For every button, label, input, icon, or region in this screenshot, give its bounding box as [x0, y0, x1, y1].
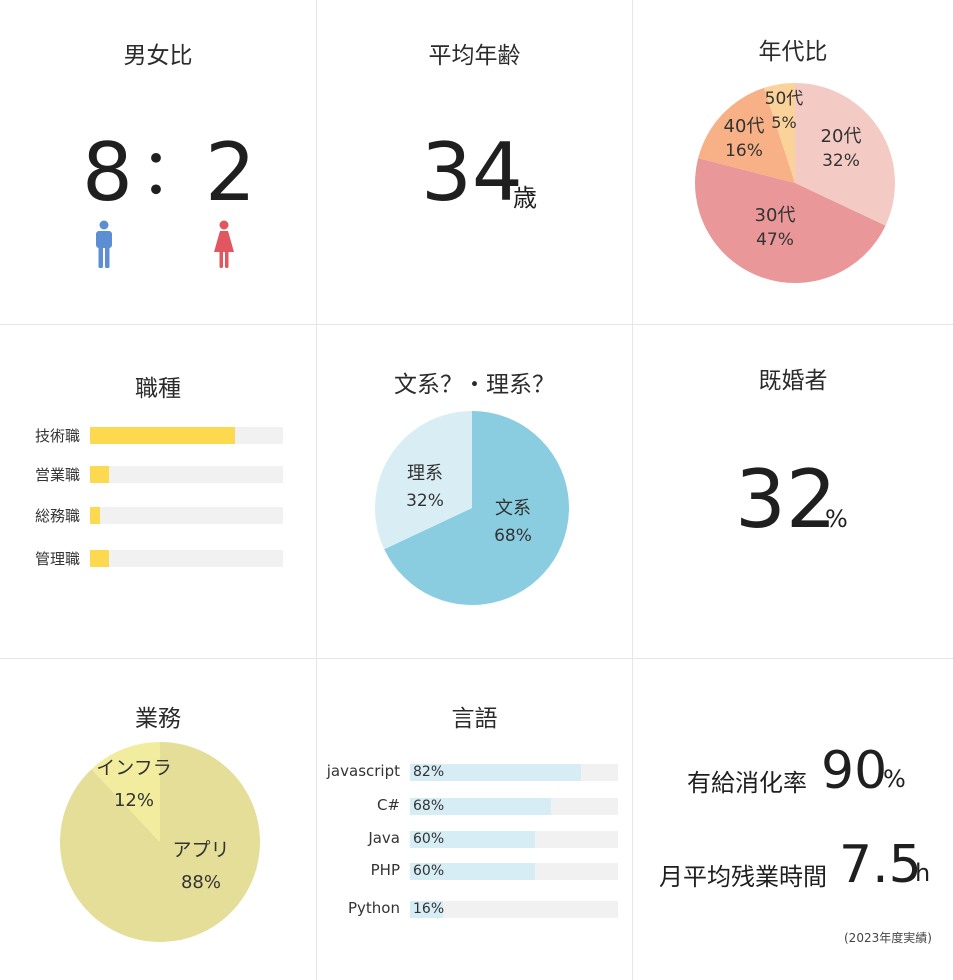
panel-title: 平均年齢 [428, 43, 521, 69]
bar [410, 798, 552, 815]
panel-title: 男女比 [123, 43, 193, 69]
bar-category-label: 技術職 [34, 427, 80, 445]
slice-label: 30代 [755, 205, 796, 226]
overtime-unit: h [915, 859, 931, 887]
bar-value-label: 60% [413, 831, 445, 847]
slice-label: 20代 [821, 126, 862, 147]
slice-value-label: 32% [406, 491, 444, 511]
paid-leave-label: 有給消化率 [687, 769, 807, 797]
married-unit: % [825, 505, 848, 533]
slice-label: 理系 [407, 463, 443, 484]
bar-category-label: Java [368, 829, 400, 847]
slice-value-label: 12% [114, 790, 154, 811]
bar-track: 82% [410, 764, 618, 781]
pie-slice [91, 742, 160, 842]
bar-category-label: PHP [370, 861, 400, 879]
bar [410, 831, 535, 848]
age-unit: 歳 [513, 184, 537, 212]
work-stats-panel: 有給消化率 90 % 月平均残業時間 7.5 h (2023年度実績) [633, 659, 953, 980]
divider [316, 0, 317, 980]
work-type-panel: 業務 アプリ 88% インフラ 12% [0, 659, 316, 980]
bar [90, 507, 100, 524]
pie-slice [695, 158, 886, 284]
paid-leave-unit: % [883, 765, 906, 793]
bar [90, 466, 110, 483]
panel-title: 言語 [451, 706, 498, 732]
panel-title: 既婚者 [758, 368, 828, 394]
job-type-panel: 職種 技術職営業職総務職管理職 [0, 325, 316, 658]
married-panel: 既婚者 32 % [633, 325, 953, 658]
bar-track [90, 466, 283, 483]
pie-slice [375, 411, 472, 550]
bar [90, 427, 235, 444]
slice-value-label: 16% [725, 141, 763, 161]
slice-label: 文系 [495, 498, 531, 519]
slice-value-label: 88% [181, 872, 221, 893]
slice-label: 40代 [724, 116, 765, 137]
bar [410, 863, 535, 880]
bar-category-label: javascript [326, 762, 400, 780]
panel-title: 年代比 [758, 39, 828, 65]
bar-track: 16% [410, 901, 618, 918]
bar-category-label: 総務職 [34, 507, 80, 525]
bar-category-label: 営業職 [34, 466, 80, 484]
slice-value-label: 32% [822, 151, 860, 171]
slice-value-label: 47% [756, 230, 794, 250]
bar [410, 901, 444, 918]
ratio-separator: ： [140, 136, 204, 210]
language-panel: 言語 javascript 82% C# 68% Java 60% PHP 60% Python… [317, 659, 632, 980]
bar-track [90, 507, 283, 524]
gender-ratio-panel: 男女比 8 ： 2 [0, 0, 316, 324]
slice-value-label: 5% [771, 113, 796, 132]
married-value: 32 [735, 453, 837, 546]
divider [632, 0, 633, 980]
slice-value-label: 68% [494, 526, 532, 546]
bar [90, 550, 110, 567]
slice-label: アプリ [172, 839, 229, 861]
age-ratio-panel: 年代比 20代 32% 30代 47% 40代 16% 50代 5% [633, 0, 953, 324]
male-ratio: 8 [82, 126, 133, 219]
divider [0, 324, 953, 325]
pie-slice [698, 87, 795, 183]
divider [0, 658, 953, 659]
panel-title: 業務 [135, 706, 181, 732]
pie-slice [384, 411, 569, 605]
female-person-icon [214, 220, 234, 268]
bar-value-label: 82% [413, 764, 445, 780]
pie-slice [795, 83, 895, 226]
bar-value-label: 60% [413, 863, 445, 879]
bar-track: 60% [410, 863, 618, 880]
bar-track: 68% [410, 798, 618, 815]
bar-track: 60% [410, 831, 618, 848]
bar-track [90, 427, 283, 444]
average-age-value: 34 [421, 126, 523, 219]
slice-label: 50代 [765, 89, 804, 109]
overtime-value: 7.5 [839, 835, 922, 895]
paid-leave-value: 90 [821, 741, 888, 801]
pie-slice [764, 83, 795, 183]
age-ratio-pie-chart: 20代 32% 30代 47% 40代 16% 50代 5% [695, 83, 895, 284]
male-person-icon [96, 220, 112, 268]
bar-value-label: 16% [413, 901, 445, 917]
panel-title: 職種 [135, 376, 181, 402]
bar [410, 764, 581, 781]
bar-category-label: C# [376, 796, 400, 814]
bar-value-label: 68% [413, 798, 445, 814]
slice-label: インフラ [96, 757, 171, 779]
humanities-science-panel: 文系？・理系？ 文系 68% 理系 32% [317, 325, 632, 658]
work-type-pie-chart: アプリ 88% インフラ 12% [59, 742, 260, 942]
bar-category-label: Python [348, 899, 400, 917]
bar-track [90, 550, 283, 567]
bar-category-label: 管理職 [34, 550, 80, 568]
data-note: (2023年度実績) [844, 931, 932, 945]
panel-title: 文系？・理系？ [394, 372, 555, 398]
female-ratio: 2 [205, 126, 256, 219]
overtime-label: 月平均残業時間 [659, 863, 827, 891]
humanities-science-pie-chart: 文系 68% 理系 32% [375, 411, 569, 605]
average-age-panel: 平均年齢 34 歳 [317, 0, 632, 324]
